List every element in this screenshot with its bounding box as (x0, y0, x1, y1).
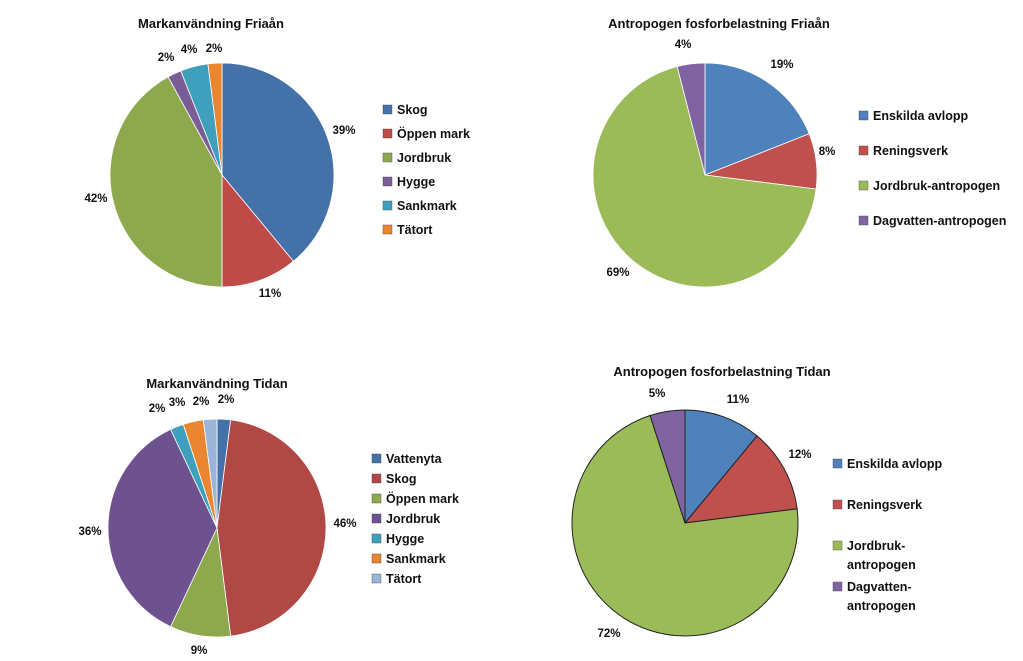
pie-slice-enskilda-avlopp (684, 409, 758, 525)
legend-swatch (371, 453, 382, 464)
legend-entry: Skog (386, 472, 417, 486)
data-label: 2% (149, 403, 166, 415)
legend-swatch (382, 128, 393, 139)
data-label: 11% (259, 288, 281, 300)
pie-slice-jordbruk-antropogen (571, 414, 799, 637)
legend-entry: Tätort (386, 572, 422, 586)
data-label: 2% (218, 394, 235, 406)
legend-entry: Jordbruk-antropogen (873, 179, 1000, 193)
data-label: 3% (169, 397, 186, 409)
data-label: 4% (181, 44, 198, 56)
data-label: 2% (206, 43, 223, 55)
data-label: 39% (332, 125, 355, 137)
pie-slice-tätort (202, 418, 218, 529)
pie-slice-tätort (207, 62, 223, 176)
legend-swatch (832, 499, 843, 510)
legend-swatch (382, 176, 393, 187)
legend-entry: Hygge (397, 175, 435, 189)
legend-entry: Tätort (397, 223, 433, 237)
legend-swatch (371, 553, 382, 564)
pie-chart-4: Antropogen fosforbelastning Tidan 11% 12% 7… (571, 364, 943, 640)
data-label: 5% (649, 388, 666, 400)
pie-slice-enskilda-avlopp (704, 62, 810, 176)
legend-swatch (371, 533, 382, 544)
pie-slice-dagvatten-antropogen (676, 62, 706, 176)
chart-title: Markanvändning Tidan (146, 376, 287, 391)
legend-entry: antropogen (847, 558, 916, 572)
pie-slice-skog (221, 62, 335, 262)
chart-title: Antropogen fosforbelastning Tidan (613, 364, 830, 379)
legend-entry: Öppen mark (386, 491, 459, 506)
data-label: 4% (675, 39, 692, 51)
legend-swatch (858, 145, 869, 156)
pie-slice-reningsverk (683, 435, 798, 524)
data-label: 12% (788, 449, 811, 461)
legend-entry: Jordbruk (397, 151, 451, 165)
legend-entry: Öppen mark (397, 126, 470, 141)
legend-swatch (832, 540, 843, 551)
legend-entry: Hygge (386, 532, 424, 546)
legend-entry: Sankmark (397, 199, 457, 213)
data-label: 2% (193, 396, 210, 408)
data-label: 69% (606, 267, 629, 279)
legend-entry: Jordbruk (386, 512, 440, 526)
legend-entry: Sankmark (386, 552, 446, 566)
legend-swatch (858, 180, 869, 191)
legend-swatch (858, 110, 869, 121)
pie-slice-öppen-mark (221, 173, 294, 288)
chart-title: Markanvändning Friaån (138, 16, 284, 31)
legend: Enskilda avlopp Reningsverk Jordbruk-antro… (858, 109, 1006, 228)
legend-entry: Enskilda avlopp (873, 109, 969, 123)
pie-chart-1: Markanvändning Friaån 39% 11% 42% 2% 4% 2% Skog… (84, 16, 470, 300)
legend-swatch (832, 458, 843, 469)
legend-swatch (371, 473, 382, 484)
data-label: 36% (78, 526, 101, 538)
pie-chart-2: Antropogen fosforbelastning Friaån 19% 8% 6… (592, 16, 1006, 288)
legend-entry: antropogen (847, 599, 916, 613)
legend: Vattenyta Skog Öppen mark Jordbruk Hygge Sank… (371, 452, 459, 586)
data-label: 46% (333, 518, 356, 530)
legend-swatch (382, 200, 393, 211)
legend: Enskilda avlopp Reningsverk Jordbruk-antro… (832, 457, 943, 613)
legend-swatch (371, 573, 382, 584)
legend-entry: Skog (397, 103, 428, 117)
legend-entry: Reningsverk (847, 498, 922, 512)
legend-entry: Vattenyta (386, 452, 443, 466)
legend-entry: Reningsverk (873, 144, 948, 158)
data-label: 19% (770, 59, 793, 71)
legend: Skog Öppen mark Jordbruk Hygge Sankmark Tätor… (382, 103, 470, 237)
pie-slice-jordbruk-antropogen (592, 66, 817, 288)
legend-entry: Dagvatten- (847, 580, 912, 594)
legend-swatch (832, 581, 843, 592)
legend-swatch (371, 513, 382, 524)
pie-slice-jordbruk (107, 428, 218, 628)
legend-entry: Enskilda avlopp (847, 457, 943, 471)
legend-swatch (371, 493, 382, 504)
pie-slice-skog (216, 419, 327, 637)
data-label: 9% (191, 645, 208, 657)
pie-slice-jordbruk (109, 76, 223, 288)
data-label: 42% (84, 193, 107, 205)
legend-entry: Dagvatten-antropogen (873, 214, 1006, 228)
legend-swatch (382, 152, 393, 163)
data-label: 11% (727, 394, 749, 406)
legend-swatch (858, 215, 869, 226)
pie-slice-dagvatten-antropogen (649, 409, 686, 524)
legend-swatch (382, 104, 393, 115)
data-label: 72% (597, 628, 620, 640)
data-label: 8% (819, 146, 836, 158)
legend-entry: Jordbruk- (847, 539, 905, 553)
data-label: 2% (158, 52, 175, 64)
chart-title: Antropogen fosforbelastning Friaån (608, 16, 830, 31)
legend-swatch (382, 224, 393, 235)
